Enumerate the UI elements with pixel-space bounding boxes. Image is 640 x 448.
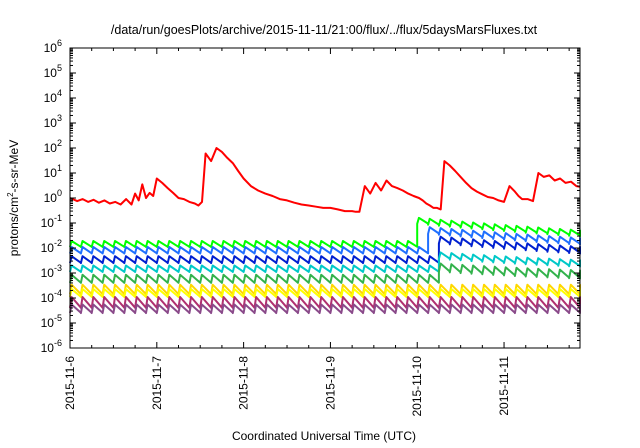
y-tick-base: 10 (41, 291, 55, 305)
y-tick-exp: -1 (54, 213, 62, 223)
y-tick-base: 10 (41, 341, 55, 355)
y-tick-base: 10 (44, 116, 58, 130)
y-tick-label: 10-5 (41, 313, 62, 330)
y-tick-label: 10-4 (41, 288, 62, 305)
x-axis: 2015-11-6 2015-11-7 2015-11-8 2015-11-9 2015… (63, 48, 570, 417)
y-tick-label: 104 (44, 88, 62, 105)
y-tick-base: 10 (44, 191, 58, 205)
series-layer (69, 147, 581, 315)
y-tick-label: 10-6 (41, 338, 62, 355)
series-line-4 (69, 235, 581, 265)
y-tick-base: 10 (44, 141, 58, 155)
chart-title: /data/run/goesPlots/archive/2015-11-11/2… (111, 23, 538, 37)
y-tick-exp: -2 (54, 238, 62, 248)
y-tick-base: 10 (44, 41, 58, 55)
y-tick-exp: 2 (57, 138, 62, 148)
series-line-6 (69, 262, 581, 284)
y-tick-exp: -3 (54, 263, 62, 273)
series-line-10 (69, 303, 581, 315)
series-line-8 (69, 288, 581, 298)
y-tick-base: 10 (41, 266, 55, 280)
y-tick-label: 100 (44, 188, 62, 205)
y-tick-label: 10-3 (41, 263, 62, 280)
series-line-3 (69, 226, 581, 255)
y-tick-exp: 1 (57, 163, 62, 173)
x-axis-label: Coordinated Universal Time (UTC) (232, 429, 416, 443)
y-axis: 10-610-510-410-310-210-11001011021031041… (41, 38, 580, 355)
y-tick-exp: 0 (57, 188, 62, 198)
x-tick-label: 2015-11-7 (150, 356, 164, 410)
series-line-1 (69, 147, 581, 213)
x-tick-label: 2015-11-8 (237, 356, 251, 410)
series-line-5 (69, 251, 581, 273)
y-tick-exp: 6 (57, 38, 62, 48)
y-tick-base: 10 (41, 216, 55, 230)
y-tick-label: 105 (44, 63, 62, 80)
y-tick-base: 10 (41, 316, 55, 330)
x-tick-label: 2015-11-10 (410, 356, 424, 417)
x-tick-label: 2015-11-9 (323, 356, 337, 410)
y-tick-exp: 4 (57, 88, 62, 98)
y-tick-label: 103 (44, 113, 62, 130)
y-tick-base: 10 (44, 166, 58, 180)
y-tick-label: 106 (44, 38, 62, 55)
y-axis-label: protons/cm2-s-sr-MeV (6, 140, 21, 256)
y-tick-exp: -6 (54, 338, 62, 348)
y-tick-exp: -4 (54, 288, 62, 298)
y-axis-label-base: protons/cm (7, 197, 21, 256)
y-tick-label: 10-2 (41, 238, 62, 255)
y-tick-base: 10 (41, 241, 55, 255)
y-tick-label: 101 (44, 163, 62, 180)
x-tick-label: 2015-11-6 (63, 356, 77, 410)
y-tick-exp: -5 (54, 313, 62, 323)
x-tick-label: 2015-11-11 (497, 356, 511, 416)
y-tick-exp: 3 (57, 113, 62, 123)
y-tick-base: 10 (44, 66, 58, 80)
y-tick-base: 10 (44, 91, 58, 105)
series-line-2 (69, 216, 581, 248)
y-axis-label-rest: -s-sr-MeV (7, 140, 21, 193)
y-tick-label: 10-1 (41, 213, 62, 230)
y-axis-label-sup: 2 (6, 192, 15, 197)
y-tick-exp: 5 (57, 63, 62, 73)
y-tick-label: 102 (44, 138, 62, 155)
